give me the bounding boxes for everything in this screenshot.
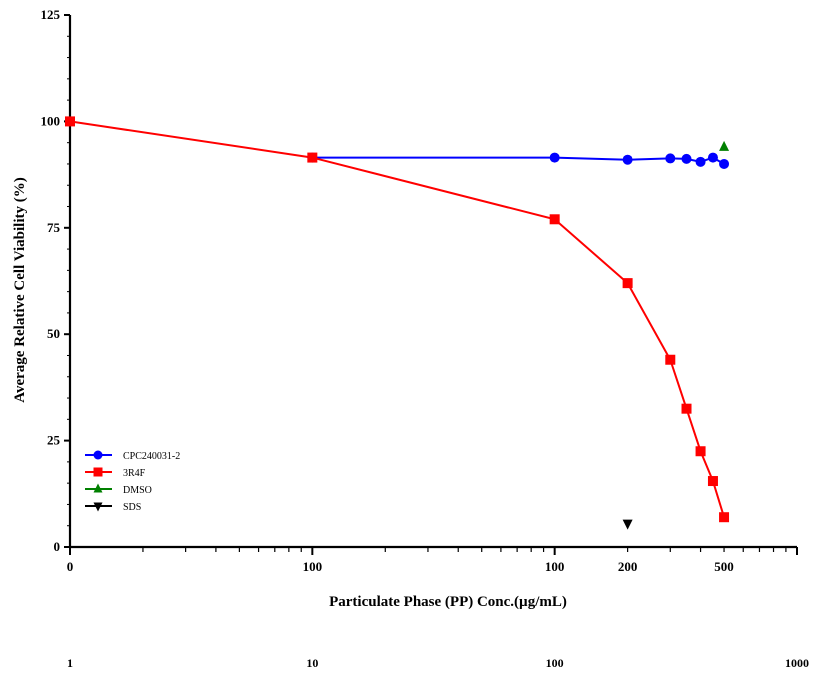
- y-tick-label: 0: [54, 539, 61, 554]
- data-point-0: [681, 153, 692, 164]
- bottom-scale-label: 1000: [785, 656, 809, 670]
- data-point-0: [622, 154, 633, 165]
- data-point-0: [719, 158, 730, 169]
- bottom-scale-label: 1: [67, 656, 73, 670]
- y-tick-label: 50: [47, 326, 60, 341]
- legend-marker: [93, 467, 103, 477]
- x-tick-label: 100: [545, 559, 565, 574]
- y-tick-label: 25: [47, 433, 61, 448]
- legend-marker: [93, 502, 103, 512]
- bottom-scale-label: 10: [306, 656, 318, 670]
- data-point-1: [307, 152, 318, 163]
- data-point-1: [719, 512, 730, 523]
- y-tick-label: 75: [47, 220, 61, 235]
- data-point-1: [665, 354, 676, 365]
- data-point-3: [622, 519, 633, 530]
- x-tick-label: 200: [618, 559, 638, 574]
- markers: [65, 116, 730, 530]
- legend: CPC240031-2 3R4F DMSO SDS: [85, 450, 180, 513]
- data-point-0: [707, 152, 718, 163]
- legend-label: DMSO: [123, 485, 152, 496]
- x-tick-label: 0: [67, 559, 74, 574]
- legend-marker: [93, 450, 103, 460]
- x-tick-label: 100: [303, 559, 323, 574]
- data-point-1: [695, 446, 706, 457]
- data-point-0: [665, 153, 676, 164]
- y-axis-title: Average Relative Cell Viability (%): [12, 177, 28, 403]
- ticks: 0 25 50 75 100 125 0 100 100 200 500 1 10 100 1000: [41, 7, 810, 670]
- data-point-0: [549, 152, 560, 163]
- y-tick-label: 125: [41, 7, 61, 22]
- data-point-1: [65, 116, 75, 127]
- data-point-0: [695, 156, 706, 167]
- bottom-scale-label: 100: [546, 656, 564, 670]
- series-line-0: [312, 156, 725, 165]
- data-point-1: [681, 403, 692, 414]
- x-tick-label: 500: [714, 559, 734, 574]
- x-axis-title: Particulate Phase (PP) Conc.(µg/mL): [329, 594, 567, 610]
- data-point-2: [719, 140, 730, 151]
- data-point-1: [707, 476, 718, 487]
- legend-label: CPC240031-2: [123, 451, 180, 462]
- data-point-1: [549, 214, 560, 225]
- legend-label: SDS: [123, 502, 141, 513]
- legend-label: 3R4F: [123, 468, 146, 479]
- y-tick-label: 100: [41, 113, 61, 128]
- legend-marker: [93, 483, 103, 493]
- data-point-1: [622, 278, 633, 289]
- axes: [68, 15, 797, 549]
